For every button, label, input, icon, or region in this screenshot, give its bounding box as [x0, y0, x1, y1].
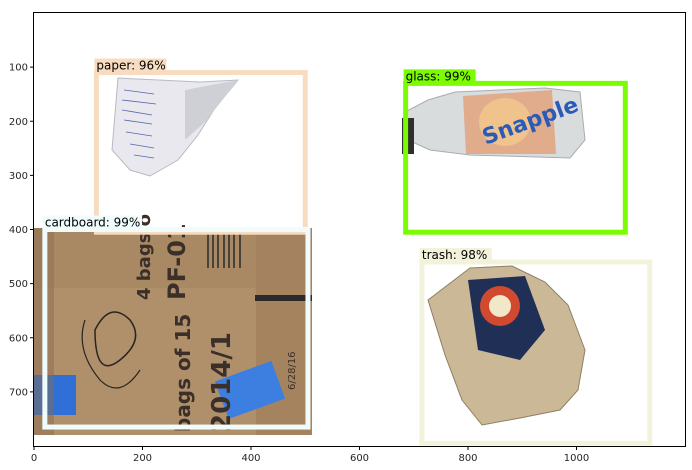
y-tick-label: 500	[9, 279, 28, 290]
svg-text:PF-01: PF-01	[163, 223, 191, 300]
y-tick-label: 400	[9, 225, 28, 236]
x-tick-label: 800	[458, 453, 477, 464]
cardboard-box	[42, 227, 311, 430]
trash-box	[419, 259, 653, 446]
x-tick-label: 0	[31, 453, 37, 464]
y-tick-label: 200	[9, 117, 28, 128]
x-tick-label: 600	[350, 453, 369, 464]
paper-object	[111, 77, 240, 177]
photo-area: 4 bags o PF-01 bags of 15 2014/1 6/28/16	[34, 77, 586, 435]
y-axis: 100 200 300 400 500 600 700	[9, 63, 34, 398]
detections: paper: 96% glass: 99% cardboard: 99% trash:…	[42, 58, 653, 446]
x-tick-label: 1000	[564, 453, 589, 464]
glass-object: Snapple	[402, 87, 586, 159]
trash-object	[427, 265, 586, 426]
x-axis: 0 200 400 600 800 1000	[31, 446, 589, 464]
trash-label: trash: 98%	[422, 248, 487, 262]
glass-label-bg	[403, 69, 476, 84]
paper-label: paper: 96%	[96, 59, 165, 73]
paper-label-bg	[94, 58, 167, 73]
x-tick-label: 200	[133, 453, 152, 464]
cardboard-label-bg	[42, 215, 143, 230]
glass-box	[403, 80, 628, 235]
svg-text:4 bags o: 4 bags o	[134, 214, 155, 300]
y-tick-label: 100	[9, 63, 28, 74]
trash-label-bg	[419, 247, 492, 262]
svg-text:bags of 15: bags of 15	[171, 314, 195, 432]
glass-label: glass: 99%	[406, 69, 471, 83]
y-tick-label: 700	[9, 387, 28, 398]
svg-text:6/28/16: 6/28/16	[287, 351, 298, 390]
cardboard-object: 4 bags o PF-01 bags of 15 2014/1 6/28/16	[34, 214, 312, 435]
cardboard-label: cardboard: 99%	[45, 216, 140, 230]
svg-text:2014/1: 2014/1	[207, 332, 237, 432]
y-tick-label: 300	[9, 171, 28, 182]
paper-box	[93, 70, 308, 235]
x-tick-label: 400	[241, 453, 260, 464]
y-tick-label: 600	[9, 333, 28, 344]
